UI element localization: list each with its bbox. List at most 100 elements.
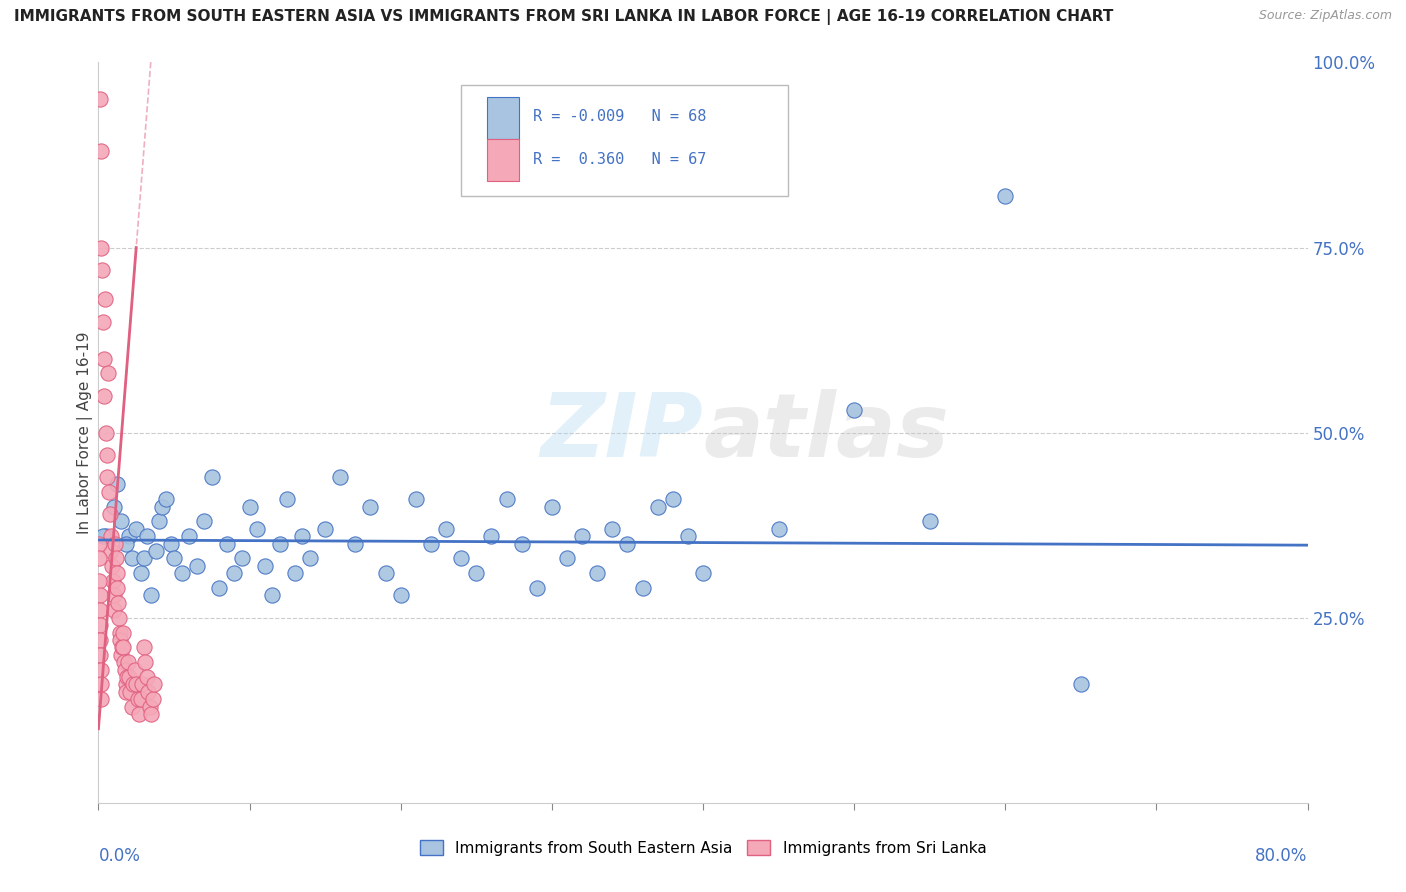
Point — [129, 566, 152, 581]
Point — [1070, 677, 1092, 691]
Point — [246, 522, 269, 536]
Point — [91, 529, 114, 543]
Point — [94, 425, 117, 440]
Text: atlas: atlas — [703, 389, 949, 476]
Point — [994, 188, 1017, 202]
Point — [329, 470, 352, 484]
Point — [98, 507, 121, 521]
Point — [89, 648, 111, 662]
Point — [91, 314, 114, 328]
Point — [262, 589, 284, 603]
Point — [141, 706, 163, 721]
Point — [495, 492, 517, 507]
Text: Source: ZipAtlas.com: Source: ZipAtlas.com — [1258, 9, 1392, 22]
Point — [299, 551, 322, 566]
Point — [145, 544, 167, 558]
Point — [148, 515, 170, 529]
Text: IMMIGRANTS FROM SOUTH EASTERN ASIA VS IMMIGRANTS FROM SRI LANKA IN LABOR FORCE |: IMMIGRANTS FROM SOUTH EASTERN ASIA VS IM… — [14, 9, 1114, 25]
Point — [111, 640, 134, 655]
Point — [105, 581, 128, 595]
Point — [101, 574, 124, 588]
Point — [112, 655, 135, 669]
Point — [121, 699, 143, 714]
Point — [201, 470, 224, 484]
Point — [96, 470, 118, 484]
Point — [89, 536, 111, 550]
Point — [103, 500, 125, 514]
Point — [90, 692, 112, 706]
Point — [616, 536, 638, 550]
Point — [465, 566, 488, 581]
Point — [89, 574, 111, 588]
Point — [110, 632, 132, 647]
Point — [90, 145, 112, 159]
Point — [120, 685, 142, 699]
Point — [389, 589, 412, 603]
Point — [276, 492, 298, 507]
Point — [114, 536, 136, 550]
Point — [420, 536, 443, 550]
Text: 0.0%: 0.0% — [98, 847, 141, 865]
Text: ZIP: ZIP — [540, 389, 703, 476]
Point — [344, 536, 367, 550]
Point — [118, 529, 141, 543]
FancyBboxPatch shape — [461, 85, 787, 195]
Point — [112, 640, 135, 655]
Point — [253, 558, 276, 573]
Point — [141, 589, 163, 603]
Point — [114, 663, 136, 677]
Point — [129, 692, 152, 706]
Point — [93, 351, 115, 366]
Point — [555, 551, 578, 566]
Point — [215, 536, 238, 550]
Point — [647, 500, 669, 514]
Point — [208, 581, 231, 595]
Point — [90, 677, 112, 691]
Point — [117, 655, 139, 669]
Point — [163, 551, 186, 566]
Point — [122, 677, 145, 691]
Point — [90, 240, 112, 255]
Point — [105, 477, 128, 491]
Point — [132, 640, 155, 655]
Point — [360, 500, 382, 514]
Point — [124, 663, 146, 677]
Point — [291, 529, 314, 543]
Point — [108, 625, 131, 640]
FancyBboxPatch shape — [486, 97, 519, 139]
Point — [94, 293, 117, 307]
Point — [540, 500, 562, 514]
Point — [103, 589, 125, 603]
Point — [91, 262, 114, 277]
Point — [155, 492, 177, 507]
Point — [128, 706, 150, 721]
Point — [170, 566, 193, 581]
Point — [89, 618, 111, 632]
Point — [405, 492, 427, 507]
Y-axis label: In Labor Force | Age 16-19: In Labor Force | Age 16-19 — [76, 331, 93, 534]
Point — [450, 551, 472, 566]
Point — [139, 699, 162, 714]
Point — [134, 655, 156, 669]
Point — [132, 551, 155, 566]
Point — [135, 670, 157, 684]
Point — [571, 529, 593, 543]
FancyBboxPatch shape — [486, 139, 519, 181]
Point — [125, 677, 148, 691]
Point — [118, 670, 141, 684]
Point — [90, 663, 112, 677]
Point — [602, 522, 624, 536]
Point — [179, 529, 201, 543]
Point — [136, 685, 159, 699]
Point — [186, 558, 208, 573]
Point — [89, 589, 111, 603]
Point — [94, 529, 117, 543]
Point — [224, 566, 246, 581]
Point — [89, 92, 111, 106]
Point — [111, 625, 134, 640]
Point — [142, 692, 165, 706]
Point — [100, 529, 122, 543]
Point — [98, 484, 121, 499]
Point — [143, 677, 166, 691]
Point — [434, 522, 457, 536]
